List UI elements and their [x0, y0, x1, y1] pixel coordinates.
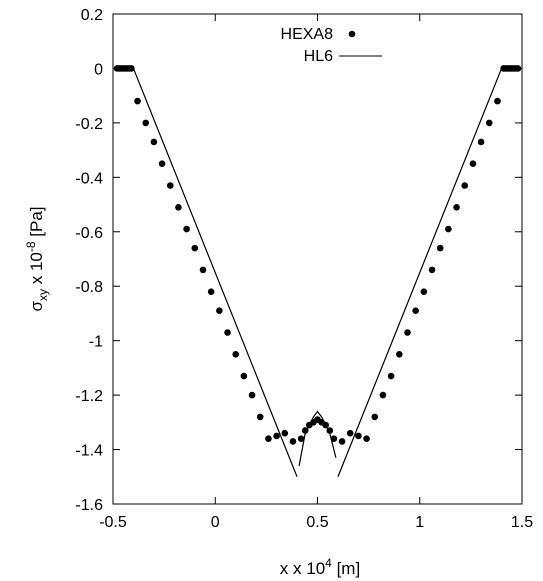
hexa8-point: [494, 97, 501, 105]
hexa8-point: [240, 372, 248, 380]
hl6-line-segment: [337, 67, 522, 478]
y-axis-title: σxy x 10-8 [Pa]: [24, 207, 50, 312]
hl6-line-segment: [113, 67, 298, 478]
hexa8-point: [514, 65, 522, 72]
hexa8-point: [166, 182, 174, 189]
hexa8-point: [183, 225, 190, 233]
hexa8-point: [207, 288, 215, 295]
hexa8-point: [289, 438, 297, 445]
hexa8-point: [297, 435, 305, 442]
legend-marker-hexa8: [348, 30, 356, 38]
hexa8-point: [158, 160, 166, 168]
hexa8-point: [396, 350, 403, 358]
hexa8-series-group: [113, 65, 522, 445]
y-tick-label: -1.2: [75, 388, 103, 405]
hexa8-point: [175, 203, 182, 211]
hexa8-point: [128, 65, 135, 72]
hexa8-point: [232, 350, 239, 358]
hexa8-point: [412, 307, 419, 315]
hexa8-point: [301, 427, 309, 434]
hexa8-point: [256, 413, 264, 421]
plot-frame: [112, 13, 523, 505]
hexa8-point: [265, 435, 272, 442]
x-tick-label: 0: [211, 514, 220, 531]
hexa8-point: [436, 244, 444, 252]
hexa8-point: [428, 266, 436, 274]
hexa8-point: [191, 244, 199, 252]
hexa8-point: [355, 432, 362, 440]
hexa8-point: [273, 432, 280, 440]
y-tick-label: -1.4: [75, 443, 103, 460]
hexa8-point: [485, 119, 493, 127]
legend-label-hexa8: HEXA8: [281, 26, 334, 43]
x-tick-label: 0.5: [306, 514, 328, 531]
hexa8-point: [216, 307, 223, 315]
hexa8-point: [322, 421, 329, 429]
hexa8-point: [363, 435, 370, 442]
hexa8-point: [404, 329, 411, 336]
hexa8-point: [330, 435, 338, 442]
x-axis-title: x x 104 [m]: [280, 556, 360, 578]
hexa8-point: [224, 329, 231, 336]
hexa8-point: [199, 266, 207, 274]
legend: HEXA8 HL6: [281, 26, 382, 65]
hexa8-point: [248, 391, 256, 399]
x-tick-label: 1.5: [511, 514, 533, 531]
y-tick-label: -0.6: [75, 225, 103, 242]
x-ticks: -0.5 0 0.5 1 1.5: [99, 14, 533, 531]
hexa8-point: [150, 138, 158, 146]
legend-label-hl6: HL6: [304, 48, 333, 65]
hexa8-point: [281, 429, 289, 437]
hexa8-point: [445, 225, 452, 233]
y-tick-label: -0.8: [75, 279, 103, 296]
hexa8-point: [387, 372, 395, 380]
y-tick-label: 0: [94, 61, 103, 78]
hexa8-point: [379, 391, 387, 399]
y-tick-label: -0.2: [75, 116, 103, 133]
hexa8-point: [134, 97, 141, 105]
y-tick-label: -1: [89, 334, 103, 351]
hexa8-point: [477, 138, 485, 146]
hexa8-point: [142, 119, 150, 127]
hl6-series-group: [113, 67, 522, 478]
hexa8-point: [420, 288, 428, 295]
hexa8-point: [326, 427, 334, 434]
hexa8-point: [461, 182, 469, 189]
hexa8-point: [453, 203, 460, 211]
y-tick-label: -0.4: [75, 170, 103, 187]
hexa8-point: [338, 438, 346, 445]
x-tick-label: -0.5: [99, 514, 127, 531]
y-tick-label: 0.2: [81, 7, 103, 24]
y-ticks: 0.2 0 -0.2 -0.4 -0.6 -0.8 -1 -1.2 -1.4 -1.6: [75, 7, 522, 514]
x-tick-label: 1: [415, 514, 424, 531]
hexa8-point: [469, 160, 477, 168]
hexa8-point: [371, 413, 379, 421]
y-tick-label: -1.6: [75, 497, 103, 514]
hexa8-point: [346, 429, 354, 437]
